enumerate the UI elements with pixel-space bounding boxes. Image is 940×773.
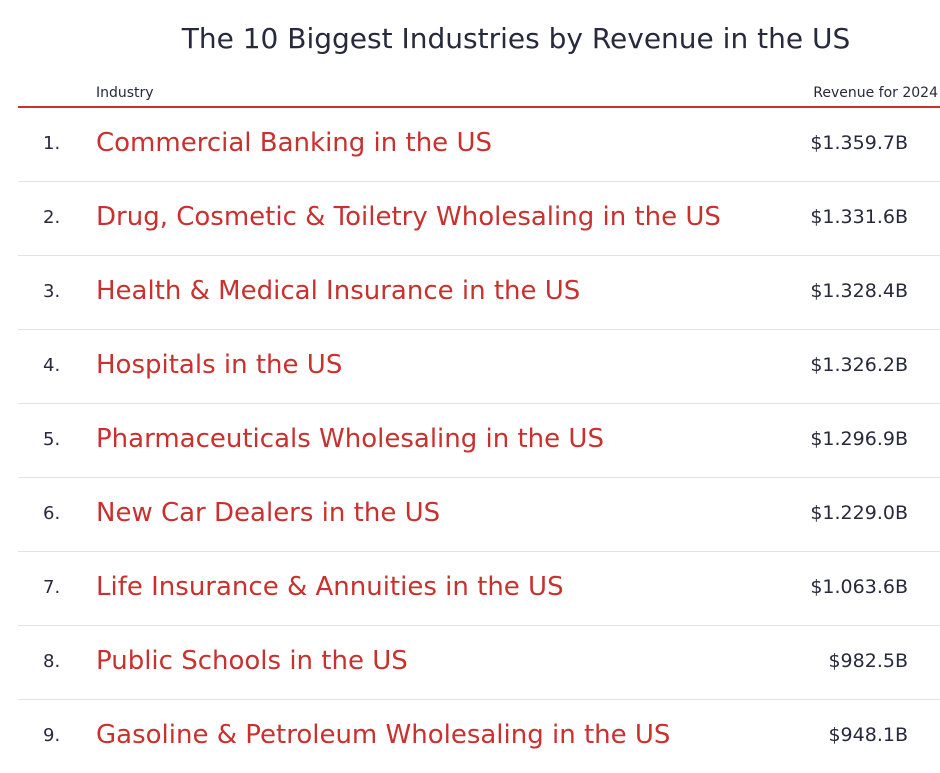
row-revenue: $1.326.2B bbox=[810, 354, 908, 376]
row-revenue: $1.328.4B bbox=[810, 280, 908, 302]
row-revenue: $982.5B bbox=[828, 650, 908, 672]
row-revenue: $1.229.0B bbox=[810, 502, 908, 524]
industry-link[interactable]: Hospitals in the US bbox=[96, 350, 343, 380]
industry-link[interactable]: Public Schools in the US bbox=[96, 646, 408, 676]
page-title: The 10 Biggest Industries by Revenue in … bbox=[181, 22, 851, 55]
row-revenue: $948.1B bbox=[828, 724, 908, 746]
table-row: 6. New Car Dealers in the US $1.229.0B bbox=[18, 478, 940, 552]
table-row: 7. Life Insurance & Annuities in the US … bbox=[18, 552, 940, 626]
industry-link[interactable]: New Car Dealers in the US bbox=[96, 498, 441, 528]
table-row: 8. Public Schools in the US $982.5B bbox=[18, 626, 940, 700]
table-row: 5. Pharmaceuticals Wholesaling in the US… bbox=[18, 404, 940, 478]
column-header-industry: Industry bbox=[96, 85, 154, 101]
industry-table: 1. Commercial Banking in the US $1.359.7… bbox=[18, 108, 940, 773]
row-revenue: $1.296.9B bbox=[810, 428, 908, 450]
industry-link[interactable]: Drug, Cosmetic & Toiletry Wholesaling in… bbox=[96, 202, 721, 232]
row-revenue: $1.063.6B bbox=[810, 576, 908, 598]
industry-link[interactable]: Gasoline & Petroleum Wholesaling in the … bbox=[96, 720, 671, 750]
row-rank: 6. bbox=[43, 503, 61, 524]
table-row: 9. Gasoline & Petroleum Wholesaling in t… bbox=[18, 700, 940, 773]
row-rank: 9. bbox=[43, 725, 61, 746]
table-row: 2. Drug, Cosmetic & Toiletry Wholesaling… bbox=[18, 182, 940, 256]
row-revenue: $1.331.6B bbox=[810, 206, 908, 228]
row-rank: 2. bbox=[43, 207, 61, 228]
row-rank: 5. bbox=[43, 429, 61, 450]
table-row: 1. Commercial Banking in the US $1.359.7… bbox=[18, 108, 940, 182]
table-row: 4. Hospitals in the US $1.326.2B bbox=[18, 330, 940, 404]
row-revenue: $1.359.7B bbox=[810, 132, 908, 154]
table-row: 3. Health & Medical Insurance in the US … bbox=[18, 256, 940, 330]
industry-link[interactable]: Pharmaceuticals Wholesaling in the US bbox=[96, 424, 604, 454]
row-rank: 4. bbox=[43, 355, 61, 376]
industry-link[interactable]: Health & Medical Insurance in the US bbox=[96, 276, 581, 306]
row-rank: 7. bbox=[43, 577, 61, 598]
row-rank: 8. bbox=[43, 651, 61, 672]
column-header-revenue: Revenue for 2024 bbox=[813, 85, 938, 101]
row-rank: 3. bbox=[43, 281, 61, 302]
industry-link[interactable]: Commercial Banking in the US bbox=[96, 128, 492, 158]
row-rank: 1. bbox=[43, 133, 61, 154]
table-header: Industry Revenue for 2024 bbox=[18, 84, 940, 108]
industry-link[interactable]: Life Insurance & Annuities in the US bbox=[96, 572, 564, 602]
